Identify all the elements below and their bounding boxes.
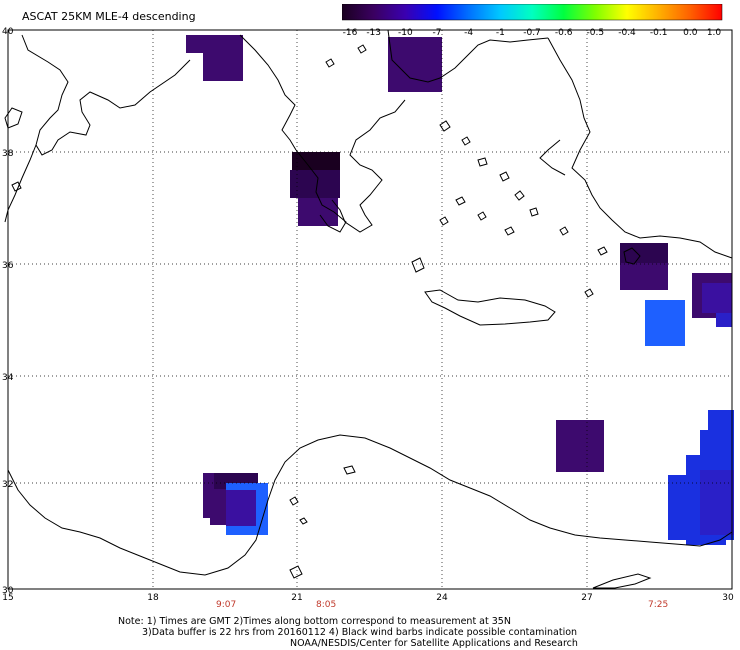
islands [11, 44, 652, 589]
swath-pixel [298, 198, 338, 226]
swath-pixel [700, 430, 734, 455]
swath-pixel [700, 470, 734, 535]
longitude-label: 30 [722, 593, 734, 603]
colorbar-tick-label: -0.5 [587, 28, 605, 38]
italy-coast [21, 34, 191, 156]
colorbar-tick-label: -0.6 [555, 28, 573, 38]
swath-pixel [203, 53, 243, 81]
swath-pixel [620, 243, 668, 263]
graticule [8, 30, 732, 589]
longitude-label: 18 [147, 593, 159, 603]
turkey-west [547, 37, 733, 259]
note-line-3: NOAA/NESDIS/Center for Satellite Applica… [290, 638, 578, 649]
colorbar-gradient [342, 4, 723, 21]
colorbar-tick-label: -1 [496, 28, 505, 38]
swath-pixel [186, 35, 243, 53]
aegean-coast [331, 99, 406, 233]
data-swaths [186, 35, 734, 545]
swath-pixel [292, 152, 340, 170]
rhodes [623, 247, 641, 265]
longitude-label: 21 [291, 593, 302, 603]
colorbar-tick-label: -0.1 [650, 28, 668, 38]
greece-north [387, 29, 549, 83]
map-frame [7, 29, 733, 590]
swath-pixel [556, 420, 604, 472]
swath-pixel [620, 263, 668, 290]
time-label-2: 8:05 [316, 600, 337, 610]
colorbar-tick-label: -13 [366, 28, 381, 38]
latitude-label: 30 [2, 586, 14, 596]
note-line-2: 3)Data buffer is 22 hrs from 20160112 4)… [142, 627, 578, 638]
colorbar-tick-label: -0.4 [618, 28, 636, 38]
colorbar-tick-label: -16 [343, 28, 358, 38]
coastlines [4, 29, 733, 576]
swath-pixel [702, 283, 732, 313]
longitude-label: 15 [2, 593, 13, 603]
time-label-3: 7:25 [648, 600, 669, 610]
peloponnese [295, 149, 347, 233]
crete [424, 289, 556, 326]
swath-pixel [645, 300, 685, 346]
note-line-1: Note: 1) Times are GMT 2)Times along bot… [118, 616, 511, 627]
colorbar-tick-label: 0.0 [683, 28, 698, 38]
colorbar-tick-label: -7 [433, 28, 442, 38]
colorbar-legend: -16 -13 -10 -7 -4 -1 -0.7 -0.6 -0.5 -0.4 -0.1 0.0 1.… [342, 4, 723, 38]
swath-pixel [686, 540, 726, 545]
libya-egypt-coast [7, 434, 733, 576]
swath-pixel [716, 313, 732, 327]
swath-pixel [226, 490, 256, 526]
turkey-aegean [539, 139, 566, 176]
balkan-coast [239, 34, 297, 151]
colorbar-tick-label: -4 [464, 28, 473, 38]
time-label-1: 9:07 [216, 600, 237, 610]
map-title: ASCAT 25KM MLE-4 descending [22, 10, 196, 23]
longitude-label: 27 [581, 593, 592, 603]
longitude-label: 24 [436, 593, 448, 603]
swath-pixel [708, 410, 734, 430]
kythira [411, 257, 425, 273]
colorbar-tick-label: 1.0 [707, 28, 722, 38]
colorbar-tick-label: -0.7 [523, 28, 541, 38]
colorbar-tick-label: -10 [398, 28, 413, 38]
